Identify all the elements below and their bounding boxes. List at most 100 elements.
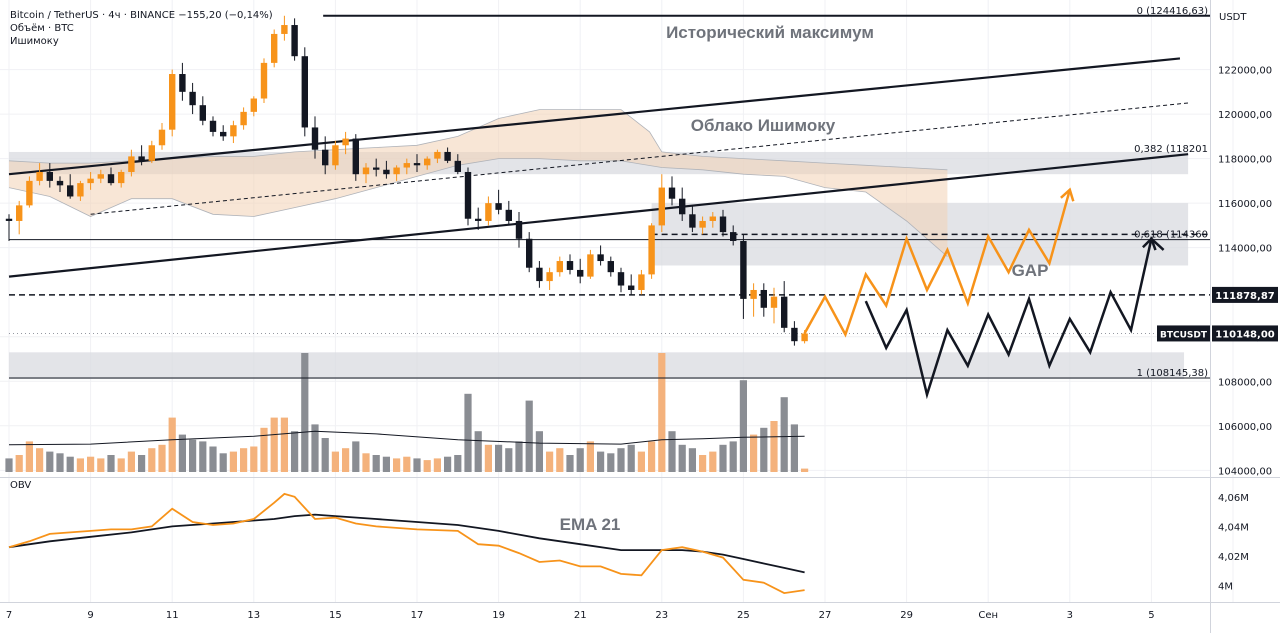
volume-bar xyxy=(168,417,176,472)
candle-body xyxy=(260,62,268,99)
fib-level-label: 0,618 (114360 xyxy=(1134,230,1208,241)
candle-body xyxy=(740,241,747,299)
candle-body xyxy=(689,214,696,228)
candle-body xyxy=(77,183,84,197)
candle-body xyxy=(56,180,64,186)
candle-body xyxy=(271,33,278,63)
candle-body xyxy=(607,261,614,273)
time-tick-label: 13 xyxy=(247,610,260,621)
obv-tick-label: 4,04M xyxy=(1218,522,1249,533)
candle-body xyxy=(342,138,349,146)
price-tick-label: 106000,00 xyxy=(1218,422,1272,433)
volume-bar xyxy=(403,456,411,472)
obv-line xyxy=(8,492,805,595)
candle-body xyxy=(332,145,339,166)
fib-level-label: 0 (124416,63) xyxy=(1137,6,1209,17)
fib-level-label: 1 (108145,38) xyxy=(1137,368,1209,379)
candle-body xyxy=(97,174,104,179)
price-tick-label: 114000,00 xyxy=(1218,244,1272,255)
volume-bar xyxy=(515,441,523,472)
volume-bar xyxy=(117,458,125,472)
symbol-badge xyxy=(1157,325,1210,342)
candle-body xyxy=(434,151,441,159)
obv-pane-label: OBV xyxy=(10,480,32,491)
time-tick-label: 27 xyxy=(819,610,832,621)
volume-bar xyxy=(229,451,237,472)
candle-body xyxy=(322,149,329,166)
candle-body xyxy=(546,272,553,282)
volume-bar xyxy=(586,441,594,472)
volume-bar xyxy=(607,453,615,472)
volume-bar xyxy=(668,431,676,472)
price-tick-label: 108000,00 xyxy=(1218,377,1272,388)
candle-body xyxy=(781,296,788,328)
volume-bar xyxy=(780,397,788,472)
volume-bar xyxy=(648,441,656,472)
volume-bar xyxy=(658,353,666,472)
volume-bar xyxy=(556,448,564,472)
volume-bar xyxy=(393,458,401,472)
volume-bar xyxy=(627,444,635,472)
time-tick-label: 11 xyxy=(166,610,179,621)
chart-legend: Bitcoin / TetherUS · 4ч · BINANCE −155,2… xyxy=(10,9,273,48)
volume-bar xyxy=(760,427,768,472)
volume-bar xyxy=(209,446,217,472)
price-tick-label: 120000,00 xyxy=(1218,110,1272,121)
volume-bar xyxy=(97,458,105,472)
volume-bar xyxy=(352,441,360,472)
volume-bar xyxy=(280,417,288,472)
volume-bar xyxy=(56,453,64,472)
volume-bar xyxy=(535,431,543,472)
time-tick-label: 19 xyxy=(492,610,505,621)
candle-body xyxy=(617,272,625,286)
candle-body xyxy=(648,225,655,275)
time-tick-label: 23 xyxy=(655,610,668,621)
ath-annotation: Исторический максимум xyxy=(666,23,874,42)
volume-bar xyxy=(546,451,554,472)
candle-body xyxy=(148,145,155,161)
volume-bar xyxy=(454,455,462,472)
volume-bar xyxy=(433,458,441,472)
gap-annotation: GAP xyxy=(1012,261,1049,280)
ichimoku-span-b xyxy=(8,158,948,257)
current-price-value: 110148,00 xyxy=(1215,329,1275,340)
volume-bar xyxy=(107,455,115,472)
volume-bar xyxy=(25,441,33,472)
candle-body xyxy=(403,163,410,168)
price-unit: USDT xyxy=(1219,12,1247,23)
time-tick-label: Сен xyxy=(978,610,998,621)
cloud-annotation: Облако Ишимоку xyxy=(691,116,836,135)
volume-bar xyxy=(127,451,135,472)
symbol-info: Bitcoin / TetherUS · 4ч · BINANCE −155,2… xyxy=(10,10,273,21)
candle-body xyxy=(556,261,563,273)
volume-bar xyxy=(76,458,84,472)
candle-body xyxy=(67,185,74,197)
resistance-price-value: 111878,87 xyxy=(1215,291,1275,302)
candle-body xyxy=(383,169,390,175)
volume-bar xyxy=(801,468,809,472)
support-resistance-zone xyxy=(9,352,1185,380)
volume-bar xyxy=(15,455,23,472)
current-price-badge xyxy=(1212,325,1278,342)
candle-body xyxy=(118,171,125,184)
price-tick-label: 104000,00 xyxy=(1218,466,1272,477)
candle-body xyxy=(730,232,737,241)
volume-bar xyxy=(423,460,431,472)
volume-bar xyxy=(382,456,390,472)
volume-bar xyxy=(311,424,319,472)
candle-body xyxy=(719,216,727,233)
candle-body xyxy=(158,129,166,146)
volume-bar xyxy=(301,353,309,472)
candle-body xyxy=(750,289,757,299)
trend-line xyxy=(90,102,1189,215)
candle-body xyxy=(577,269,584,277)
trend-line xyxy=(8,153,1189,278)
candle-body xyxy=(291,25,298,57)
candle-body xyxy=(597,254,604,262)
volume-bar xyxy=(688,448,696,472)
time-tick-label: 3 xyxy=(1067,610,1073,621)
candle-body xyxy=(760,289,767,308)
volume-bar xyxy=(413,458,421,472)
ema-annotation: EMA 21 xyxy=(560,515,621,534)
